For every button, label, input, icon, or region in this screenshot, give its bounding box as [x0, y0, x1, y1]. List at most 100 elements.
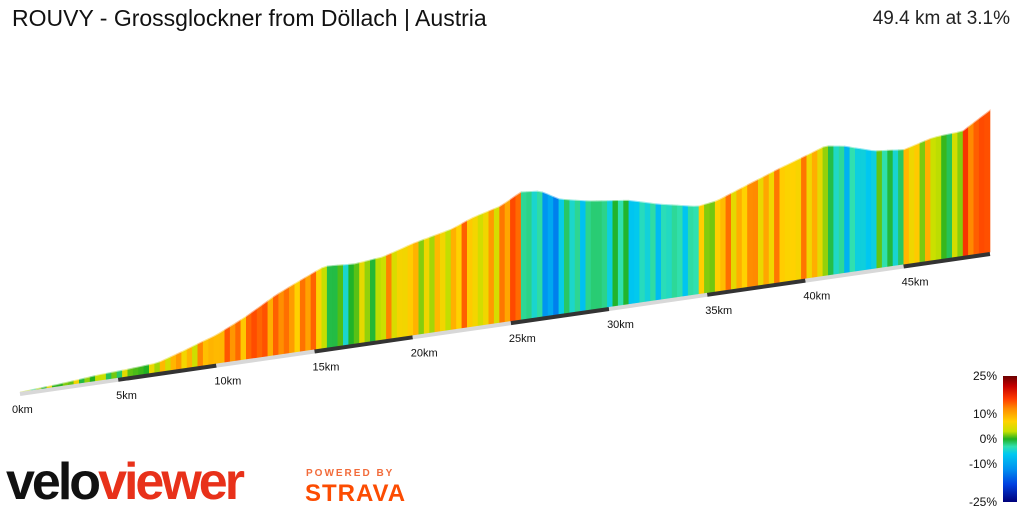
gradient-segment — [844, 145, 851, 274]
gradient-segment — [951, 131, 959, 258]
gradient-segment — [639, 201, 646, 303]
x-tick-label: 0km — [12, 404, 33, 416]
gradient-segment — [483, 210, 490, 326]
gradient-segment — [607, 200, 614, 308]
axis-segment — [412, 321, 512, 340]
gradient-segment — [418, 238, 425, 335]
gradient-segment — [763, 173, 770, 286]
gradient-segment — [299, 276, 306, 352]
gradient-segment — [854, 147, 862, 272]
gradient-segment — [968, 121, 975, 256]
gradient-segment — [445, 228, 452, 331]
gradient-segment — [466, 216, 474, 328]
gradient-segment — [774, 167, 781, 284]
gradient-segment — [391, 249, 398, 339]
gradient-segment — [353, 262, 360, 345]
gradient-segment — [779, 164, 786, 283]
x-tick-label: 20km — [411, 347, 438, 359]
axis-segment — [903, 252, 991, 269]
gradient-segment — [941, 133, 948, 260]
gradient-segment — [547, 193, 554, 317]
gradient-segment — [321, 265, 328, 349]
gradient-segment — [957, 130, 964, 258]
gradient-segment — [510, 194, 517, 322]
axis-segment — [19, 377, 119, 396]
axis-segment — [706, 278, 806, 297]
gradient-segment — [612, 199, 619, 307]
gradient-segment — [752, 178, 759, 287]
gradient-segment — [574, 199, 581, 313]
gradient-segment — [246, 311, 252, 360]
gradient-segment — [914, 142, 921, 264]
gradient-segment — [741, 184, 748, 289]
gradient-segment — [542, 191, 549, 317]
gradient-segment — [935, 135, 942, 261]
legend-label: -25% — [968, 495, 997, 509]
gradient-segment — [219, 328, 226, 364]
gradient-segment — [730, 189, 738, 290]
gradient-segment — [650, 202, 657, 302]
gradient-segment — [536, 190, 544, 318]
x-tick-label: 30km — [607, 319, 634, 331]
gradient-segment — [698, 203, 705, 295]
gradient-segment — [493, 205, 500, 324]
gradient-segment — [348, 263, 355, 345]
logo-viewer: viewer — [98, 453, 245, 511]
gradient-segment — [240, 315, 247, 361]
gradient-segment — [817, 146, 824, 278]
gradient-segment — [881, 149, 888, 268]
gradient-segment — [628, 199, 635, 305]
axis-segment — [117, 363, 217, 382]
gradient-segment — [860, 148, 867, 272]
legend-label: 0% — [979, 432, 997, 446]
gradient-segment — [289, 282, 296, 354]
profile-top-edge — [19, 109, 991, 393]
chart-title: ROUVY - Grossglockner from Döllach | Aus… — [12, 5, 487, 31]
gradient-segment — [655, 203, 662, 301]
gradient-segment — [488, 207, 495, 325]
distance-axis: 0km 5km 10km 15km 20km 25km 30km 35km 40km 45km — [12, 252, 991, 416]
gradient-segment — [720, 195, 727, 292]
gradient-segment — [924, 137, 932, 262]
legend-label: 10% — [972, 406, 997, 421]
gradient-segment — [725, 192, 732, 291]
gradient-segment — [326, 265, 333, 349]
gradient-segment — [876, 150, 883, 269]
gradient-segment — [526, 190, 533, 320]
gradient-segment — [596, 200, 603, 310]
gradient-segment — [197, 340, 204, 367]
gradient-segment — [849, 146, 856, 273]
gradient-segment — [865, 149, 872, 271]
gradient-segment — [332, 264, 339, 348]
gradient-segment — [386, 252, 393, 340]
gradient-segment — [461, 219, 468, 329]
gradient-segment — [316, 267, 323, 350]
x-tick-label: 10km — [214, 376, 241, 388]
gradient-segment — [601, 200, 608, 309]
gradient-segment — [558, 198, 565, 315]
logo-velo: velo — [6, 453, 101, 511]
gradient-segment — [439, 230, 447, 332]
gradient-segment — [919, 139, 926, 263]
gradient-segment — [278, 289, 285, 356]
gradient-segment — [213, 332, 220, 365]
gradient-segment — [693, 205, 700, 296]
gradient-segment — [413, 240, 420, 336]
gradient-segment — [251, 307, 258, 359]
gradient-segment — [477, 212, 484, 327]
gradient-segment — [224, 325, 231, 363]
gradient-segment — [272, 292, 280, 356]
gradient-segment — [682, 205, 689, 297]
gradient-segment — [973, 117, 980, 255]
x-tick-label: 40km — [803, 291, 830, 303]
legend-label: 25% — [972, 369, 997, 383]
gradient-segment — [294, 279, 301, 353]
gradient-segment — [429, 234, 436, 334]
gradient-segment — [784, 162, 791, 282]
x-tick-label: 15km — [313, 361, 340, 373]
gradient-segment — [687, 205, 694, 296]
gradient-segment — [833, 145, 840, 275]
gradient-segment — [456, 222, 463, 330]
x-tick-label: 25km — [509, 333, 536, 345]
